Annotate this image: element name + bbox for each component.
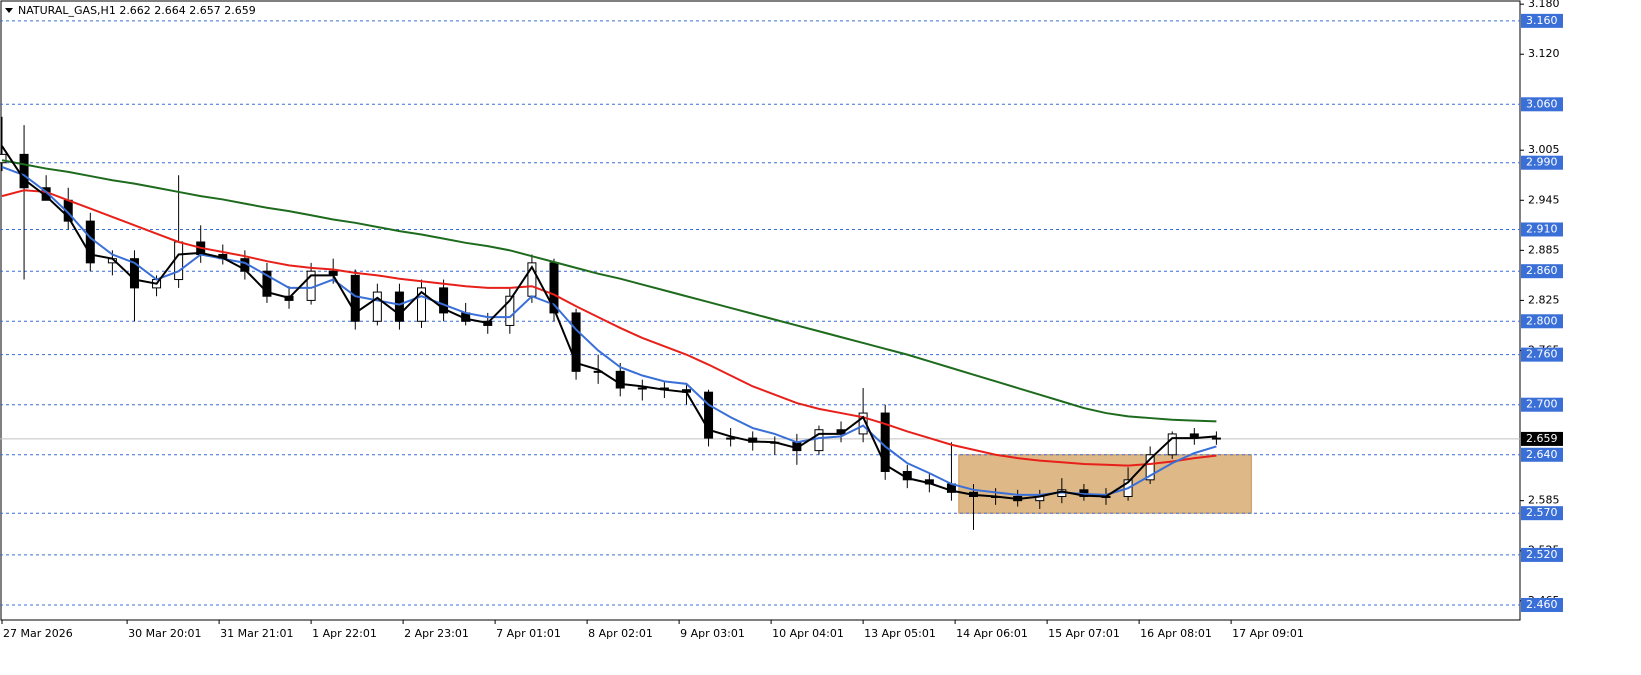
level-label: 2.460 [1526,598,1558,611]
y-tick-label: 3.180 [1528,0,1560,10]
current-price-box [1521,431,1563,446]
candle-body [19,153,29,189]
y-tick-label: 2.945 [1528,193,1560,206]
candle-body [637,387,647,390]
candle-body [350,274,360,322]
level-label: 2.860 [1526,264,1558,277]
level-label-box [1521,222,1563,237]
current-price-label: 2.659 [1526,432,1558,445]
level-label: 2.520 [1526,548,1558,561]
candle-body [439,287,449,314]
level-label-box [1521,547,1563,562]
level-label-box [1521,506,1563,521]
candle-body [417,287,427,322]
x-tick-label: 8 Apr 02:01 [588,627,653,640]
chart-title: NATURAL_GAS,H1 2.662 2.664 2.657 2.659 [18,4,256,17]
level-label-box [1521,597,1563,612]
x-tick-label: 10 Apr 04:01 [772,627,844,640]
candle-body [571,312,581,372]
candle-body [505,295,515,326]
candle-body [814,429,824,452]
level-label-box [1521,155,1563,170]
x-tick-label: 2 Apr 23:01 [404,627,469,640]
candle-body [85,220,95,264]
level-label-box [1521,314,1563,329]
level-label: 3.160 [1526,14,1558,27]
x-tick-label: 17 Apr 09:01 [1232,627,1304,640]
candle-body [726,437,736,440]
candle-body [262,270,272,297]
level-label: 2.910 [1526,222,1558,235]
candle-body [0,153,7,164]
x-tick-label: 16 Apr 08:01 [1140,627,1212,640]
x-tick-label: 14 Apr 06:01 [956,627,1028,640]
level-label: 3.060 [1526,97,1558,110]
x-tick-label: 1 Apr 22:01 [312,627,377,640]
x-tick-label: 7 Apr 01:01 [496,627,561,640]
menu-triangle [5,8,13,13]
level-label: 2.800 [1526,314,1558,327]
level-label: 2.700 [1526,398,1558,411]
level-label: 2.990 [1526,156,1558,169]
x-tick-label: 31 Mar 21:01 [220,627,293,640]
level-label-box [1521,97,1563,112]
level-label-box [1521,397,1563,412]
candle-body [615,370,625,389]
level-label-box [1521,447,1563,462]
moving-average [1,189,1217,467]
zone [958,454,1252,514]
moving-average [1,165,1217,496]
x-tick-label: 30 Mar 20:01 [128,627,201,640]
level-label: 2.760 [1526,348,1558,361]
candle-body [704,391,714,439]
level-label: 2.570 [1526,506,1558,519]
moving-average [1,159,1217,423]
y-tick-label: 3.120 [1528,47,1560,60]
moving-average [1,145,1217,501]
x-tick-label: 13 Apr 05:01 [864,627,936,640]
plot-frame [0,0,1521,621]
candle-body [1145,454,1155,481]
x-tick-label: 15 Apr 07:01 [1048,627,1120,640]
x-tick-label: 27 Mar 2026 [3,627,73,640]
level-label: 2.640 [1526,448,1558,461]
candle-body [129,258,139,289]
candle-body [372,291,382,322]
y-tick-label: 2.885 [1528,243,1560,256]
candle-body [1211,437,1221,440]
y-tick-label: 2.825 [1528,293,1560,306]
candle-body [1167,433,1177,456]
level-label-box [1521,347,1563,362]
x-tick-label: 9 Apr 03:01 [680,627,745,640]
level-label-box [1521,13,1563,28]
y-tick-label: 3.005 [1528,143,1560,156]
candle-body [174,241,184,281]
level-label-box [1521,264,1563,279]
y-tick-label: 2.585 [1528,494,1560,507]
candle-body [394,291,404,322]
